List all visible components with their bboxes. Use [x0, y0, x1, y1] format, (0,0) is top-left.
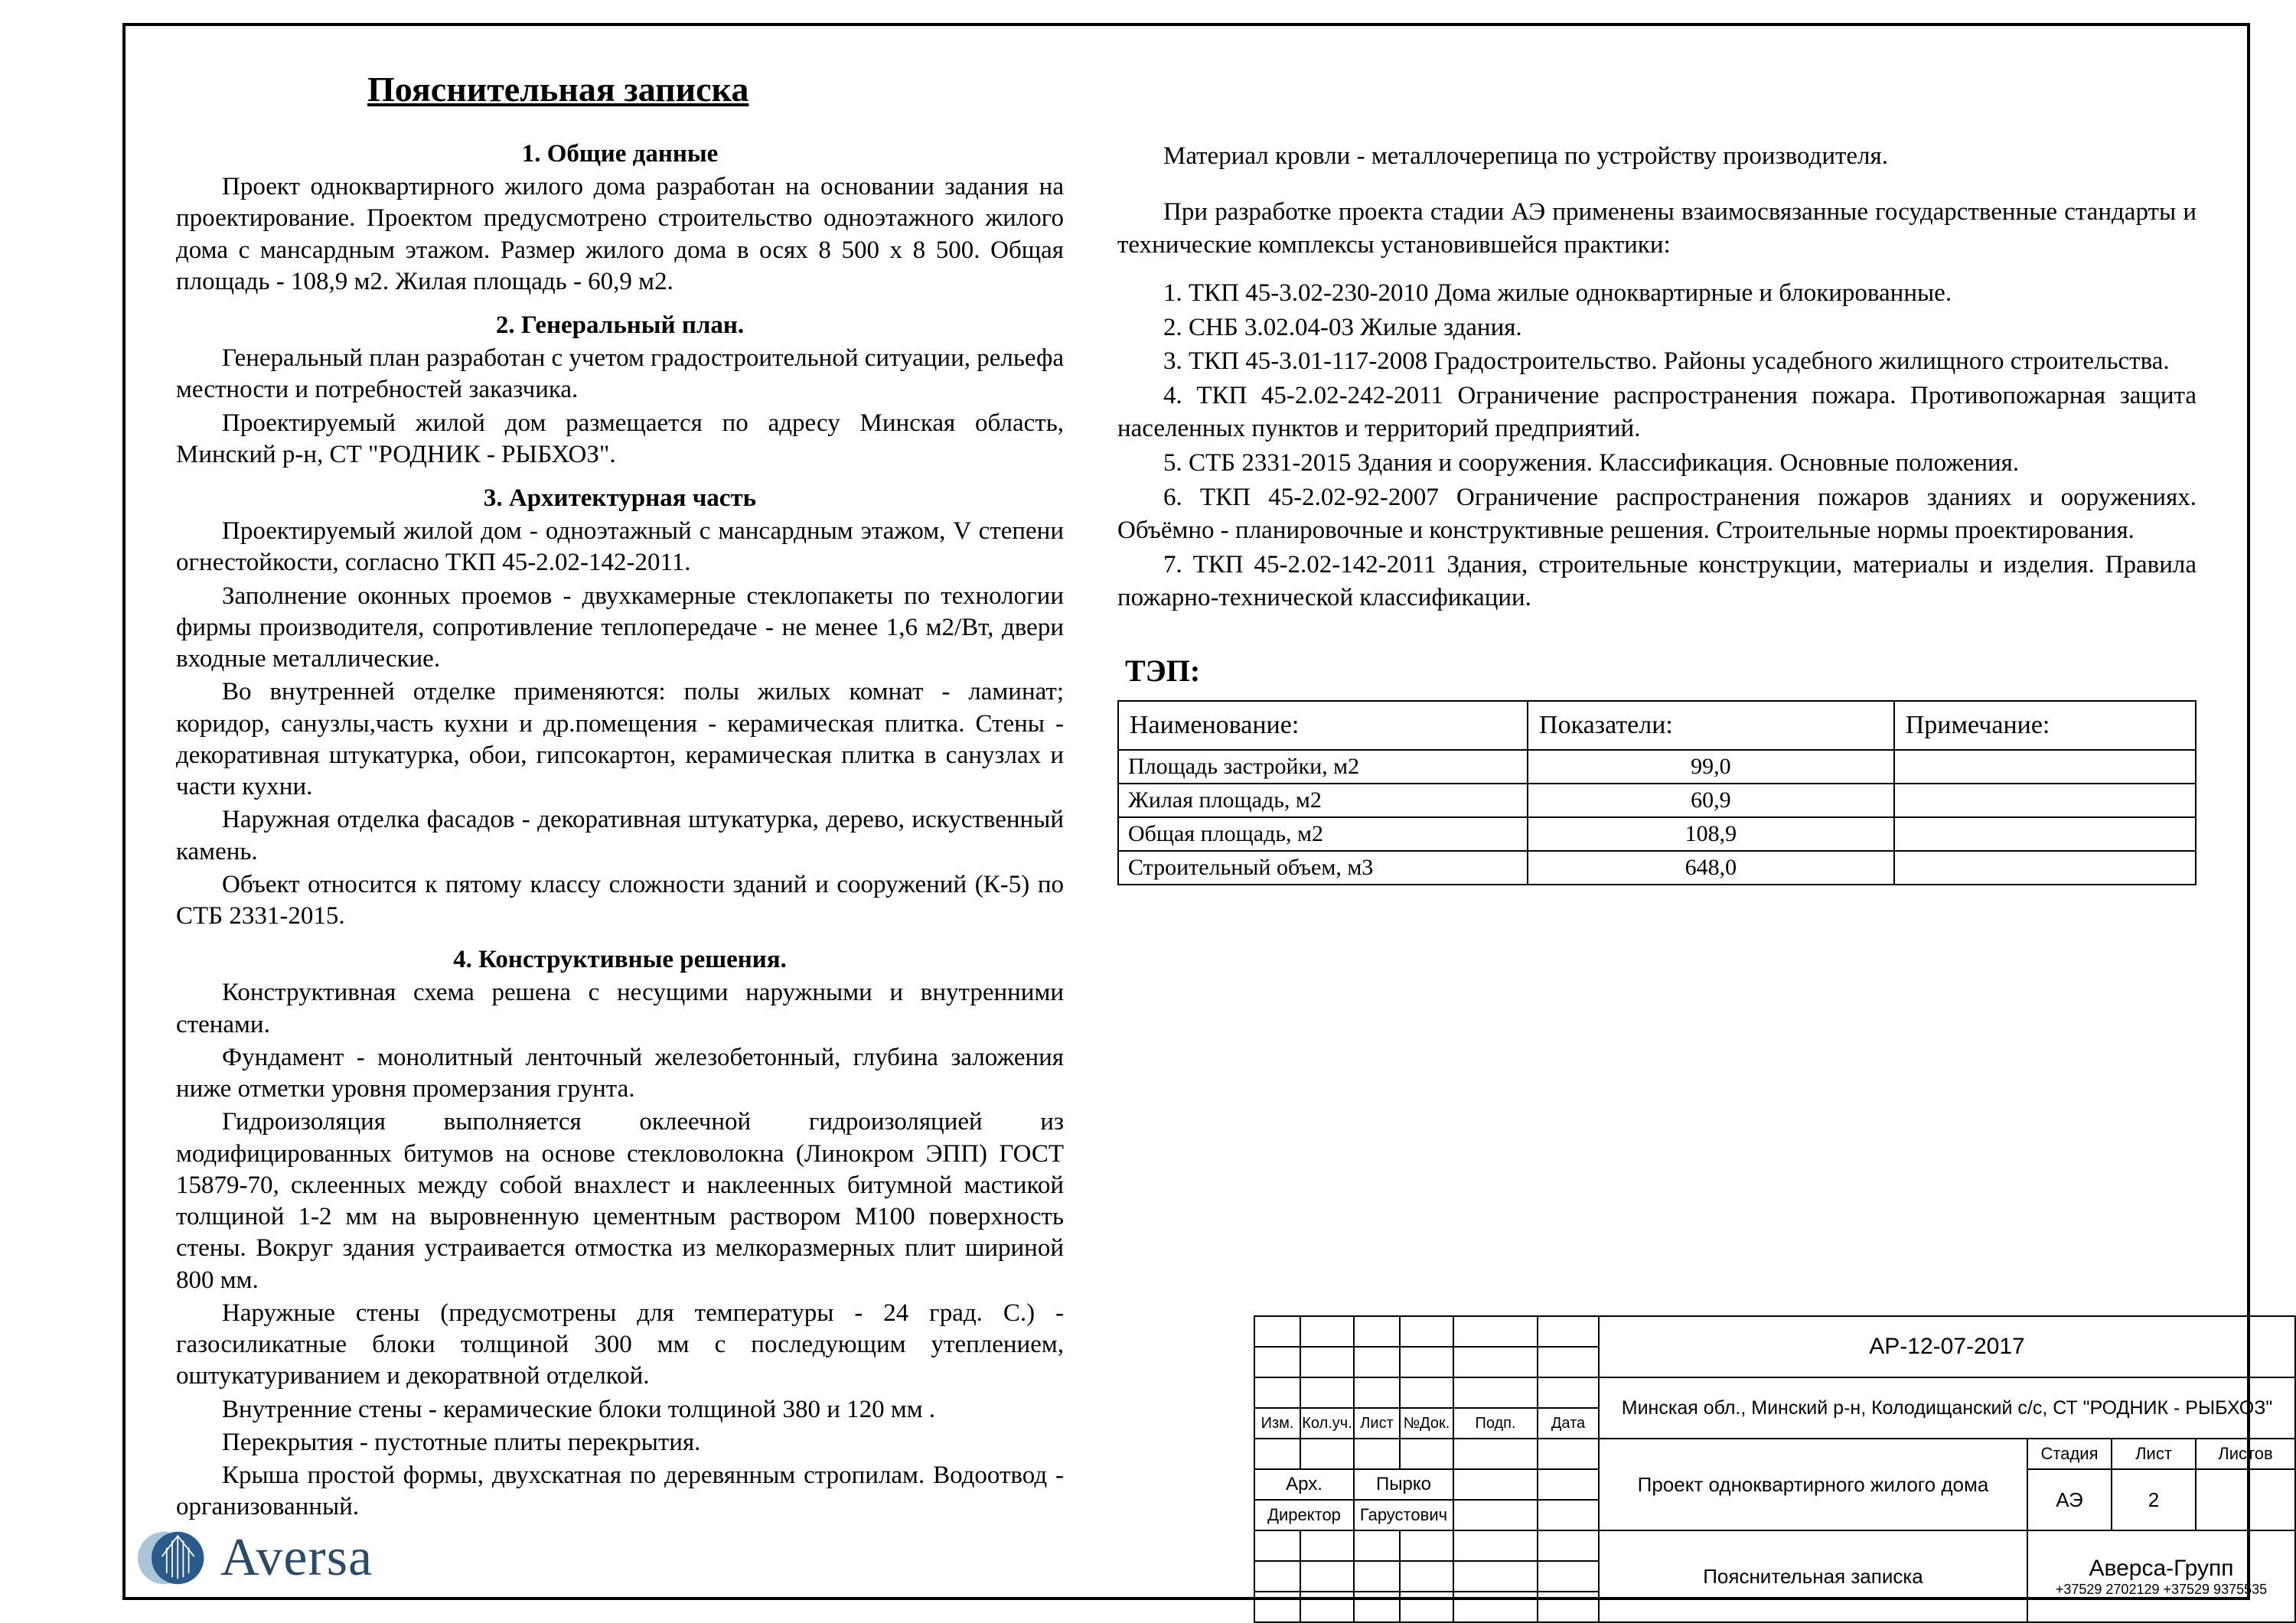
tep-cell: [1894, 851, 2196, 885]
tep-cell: [1894, 750, 2196, 784]
tb-arch-name: Пырко: [1354, 1469, 1453, 1500]
document-title: Пояснительная записка: [367, 69, 2197, 109]
para: Объект относится к пятому классу сложнос…: [176, 869, 1064, 933]
tep-row: Жилая площадь, м2 60,9: [1118, 784, 2196, 817]
list-item: 5. СТБ 2331-2015 Здания и сооружения. Кл…: [1117, 447, 2197, 480]
tep-row: Строительный объем, м3 648,0: [1118, 851, 2196, 885]
tb-address: Минская обл., Минский р-н, Колодищанский…: [1599, 1377, 2295, 1439]
tb-stage-h: Стадия: [2027, 1439, 2112, 1469]
para: Наружная отделка фасадов - декоративная …: [176, 804, 1064, 868]
tep-cell: [1894, 784, 2196, 817]
logo-icon: [138, 1524, 207, 1592]
tb-sheets-h: Листов: [2196, 1439, 2295, 1469]
section-1-heading: 1. Общие данные: [176, 140, 1064, 168]
tb-stage: АЭ: [2027, 1469, 2112, 1530]
tb-izm: Изм.: [1254, 1408, 1300, 1439]
para: Гидроизоляция выполняется оклеечной гидр…: [176, 1106, 1064, 1296]
list-item: 7. ТКП 45-2.02-142-2011 Здания, строител…: [1117, 549, 2197, 614]
para: Наружные стены (предусмотрены для темпер…: [176, 1298, 1064, 1393]
section-2-heading: 2. Генеральный план.: [176, 311, 1064, 340]
tb-row: Проект одноквартирного жилого дома Стади…: [1254, 1439, 2295, 1469]
tep-table: Наименование: Показатели: Примечание: Пл…: [1117, 700, 2197, 885]
list-item: 1. ТКП 45-3.02-230-2010 Дома жилые однок…: [1117, 277, 2197, 310]
tep-row: Общая площадь, м2 108,9: [1118, 817, 2196, 851]
tep-cell: Площадь застройки, м2: [1118, 750, 1528, 784]
logo: Aversa: [138, 1524, 373, 1592]
tep-row: Площадь застройки, м2 99,0: [1118, 750, 2196, 784]
tb-code: АР-12-07-2017: [1599, 1316, 2295, 1377]
tb-ndok: №Док.: [1400, 1408, 1453, 1439]
title-block: АР-12-07-2017 Минская обл., Минский р-н,…: [1254, 1315, 2296, 1623]
tep-label: ТЭП:: [1125, 653, 2197, 689]
para: Проектируемый жилой дом - одноэтажный с …: [176, 516, 1064, 579]
tep-cell: 99,0: [1528, 750, 1894, 784]
tb-dir: Директор: [1254, 1500, 1354, 1530]
tb-row: Минская обл., Минский р-н, Колодищанский…: [1254, 1377, 2295, 1408]
tb-company-cell: Аверса-Групп +37529 2702129 +37529 93755…: [2027, 1530, 2295, 1622]
list-item: 3. ТКП 45-3.01-117-2008 Градостроительст…: [1117, 345, 2197, 378]
logo-text: Aversa: [220, 1527, 373, 1589]
para: Материал кровли - металлочерепица по уст…: [1117, 140, 2197, 173]
list-item: 6. ТКП 45-2.02-92-2007 Ограничение распр…: [1117, 481, 2197, 547]
para: Перекрытия - пустотные плиты перекрытия.: [176, 1427, 1064, 1458]
tep-cell: 60,9: [1528, 784, 1894, 817]
tb-list: Лист: [1354, 1408, 1400, 1439]
para: Во внутренней отделке применяются: полы …: [176, 676, 1064, 803]
tb-sheet-h: Лист: [2112, 1439, 2196, 1469]
list-item: 4. ТКП 45-2.02-242-2011 Ограничение расп…: [1117, 380, 2197, 445]
tep-cell: Общая площадь, м2: [1118, 817, 1528, 851]
tep-header: Примечание:: [1894, 701, 2196, 750]
para: Крыша простой формы, двухскатная по дере…: [176, 1460, 1064, 1524]
tb-company: Аверса-Групп: [2033, 1556, 2290, 1582]
tb-arch: Арх.: [1254, 1469, 1354, 1500]
para: Проект одноквартирного жилого дома разра…: [176, 171, 1064, 298]
tb-phones: +37529 2702129 +37529 9375535: [2033, 1582, 2290, 1598]
tb-sheets: [2196, 1469, 2295, 1530]
tep-cell: Жилая площадь, м2: [1118, 784, 1528, 817]
para: При разработке проекта стадии АЭ примене…: [1117, 196, 2197, 262]
para: Конструктивная схема решена с несущими н…: [176, 977, 1064, 1041]
para: Внутренние стены - керамические блоки то…: [176, 1394, 1064, 1426]
tb-doc: Пояснительная записка: [1599, 1530, 2027, 1622]
tep-cell: 648,0: [1528, 851, 1894, 885]
list-item: 2. СНБ 3.02.04-03 Жилые здания.: [1117, 311, 2197, 344]
left-column: 1. Общие данные Проект одноквартирного ж…: [176, 140, 1064, 1525]
section-4-heading: 4. Конструктивные решения.: [176, 946, 1064, 974]
tb-sheet: 2: [2112, 1469, 2196, 1530]
para: Проектируемый жилой дом размещается по а…: [176, 408, 1064, 471]
tep-cell: Строительный объем, м3: [1118, 851, 1528, 885]
para: Заполнение оконных проемов - двухкамерны…: [176, 581, 1064, 676]
tb-koluch: Кол.уч.: [1300, 1408, 1354, 1439]
tep-header: Показатели:: [1528, 701, 1894, 750]
tb-dir-name: Гарустович: [1354, 1500, 1453, 1530]
tep-cell: [1894, 817, 2196, 851]
tb-data: Дата: [1538, 1408, 1599, 1439]
tb-row: Пояснительная записка Аверса-Групп +3752…: [1254, 1530, 2295, 1561]
para: Фундамент - монолитный ленточный железоб…: [176, 1042, 1064, 1106]
section-3-heading: 3. Архитектурная часть: [176, 484, 1064, 513]
tb-project: Проект одноквартирного жилого дома: [1599, 1439, 2027, 1530]
tep-header-row: Наименование: Показатели: Примечание:: [1118, 701, 2196, 750]
tep-cell: 108,9: [1528, 817, 1894, 851]
tb-podp: Подп.: [1453, 1408, 1538, 1439]
tb-row: АР-12-07-2017: [1254, 1316, 2295, 1347]
para: Генеральный план разработан с учетом гра…: [176, 343, 1064, 406]
tep-header: Наименование:: [1118, 701, 1528, 750]
